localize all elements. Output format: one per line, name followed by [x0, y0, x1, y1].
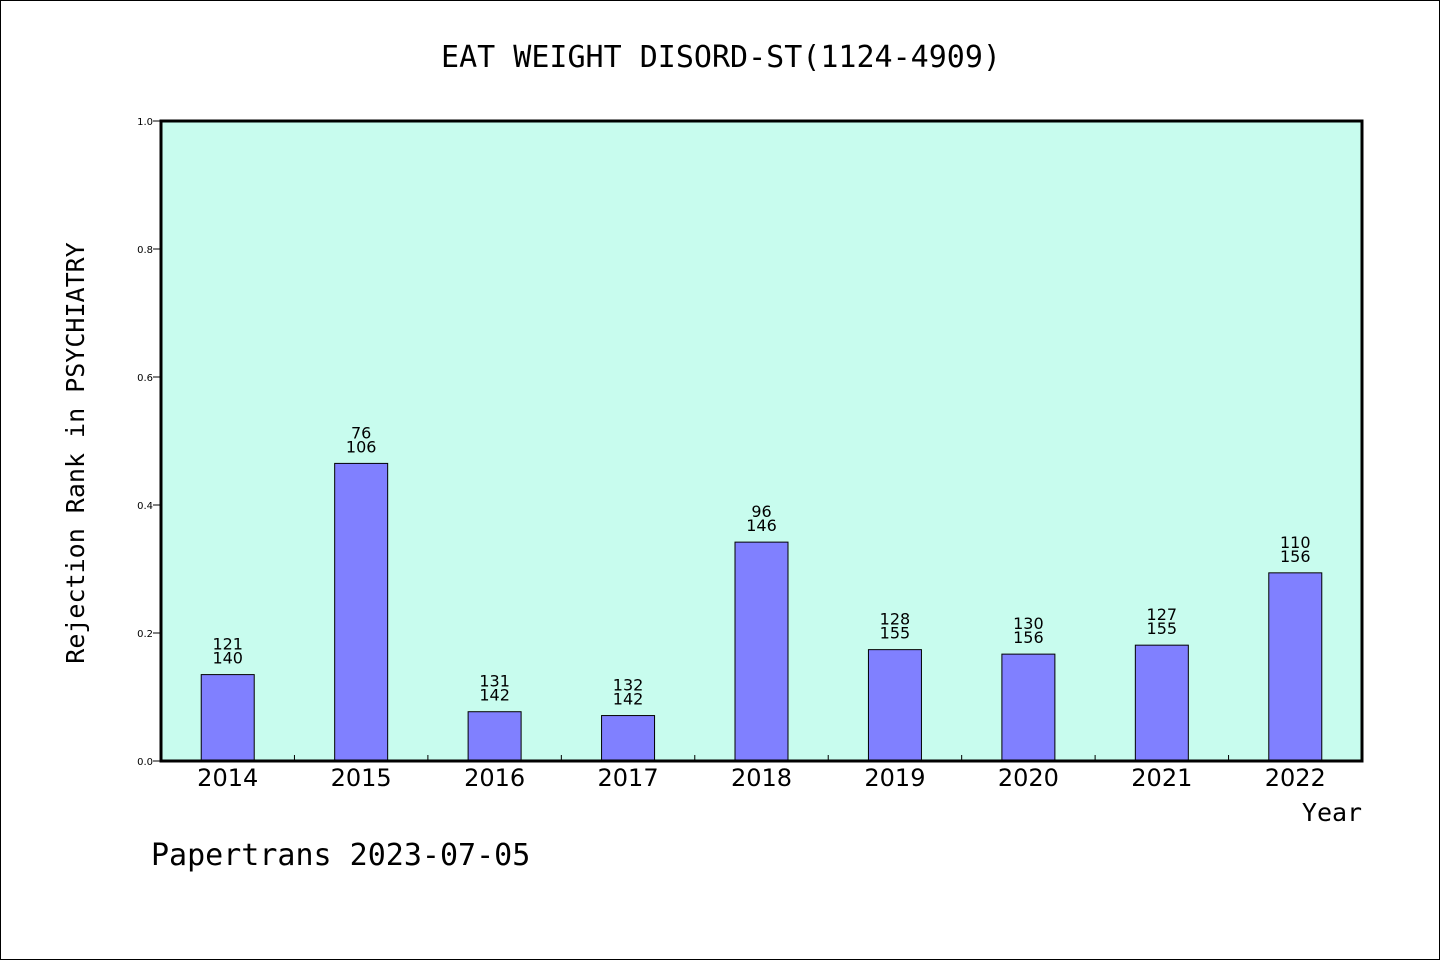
bar-labels-group: 1211407610613114213214296146128155130156…: [212, 423, 1310, 708]
bar-label-top-2016: 131: [479, 672, 510, 691]
x-tick-label-2014: 2014: [197, 764, 258, 792]
bar-label-bottom-2016: 142: [479, 686, 510, 705]
x-tick-label-2020: 2020: [998, 764, 1059, 792]
x-tick-label-2016: 2016: [464, 764, 525, 792]
x-axis-label: Year: [1302, 798, 1362, 827]
y-tick-label: 0.2: [137, 629, 153, 640]
plot-border: [159, 119, 1364, 763]
bar-label-top-2017: 132: [613, 676, 644, 695]
bar-2017: [601, 715, 656, 762]
bar-label-top-2020: 130: [1013, 614, 1044, 633]
bar-label-top-2019: 128: [880, 610, 911, 629]
bar-label-top-2021: 127: [1147, 605, 1178, 624]
y-axis-label: Rejection Rank in PSYCHIATRY: [61, 242, 90, 663]
x-tick-label-2021: 2021: [1131, 764, 1192, 792]
bar-2020: [1001, 653, 1056, 762]
bar-2014: [200, 674, 255, 762]
bar-2022: [1268, 572, 1323, 762]
bar-label-bottom-2021: 155: [1147, 619, 1178, 638]
bar-label-bottom-2014: 140: [212, 649, 243, 668]
bar-label-top-2014: 121: [212, 635, 243, 654]
bars-group: [200, 462, 1323, 762]
bar-2016: [467, 711, 522, 762]
bar-label-bottom-2020: 156: [1013, 628, 1044, 647]
bar-2019: [867, 649, 922, 762]
y-axis-ticks: 0.0 0.2 0.4 0.6 0.8 1.0: [137, 117, 161, 768]
chart-title: EAT WEIGHT DISORD-ST(1124-4909): [441, 40, 1001, 75]
x-tick-label-2018: 2018: [731, 764, 792, 792]
y-tick-label: 1.0: [137, 117, 153, 128]
footer-date: Papertrans 2023-07-05: [151, 838, 530, 873]
x-tick-label-2015: 2015: [331, 764, 392, 792]
bar-label-top-2018: 96: [751, 502, 771, 521]
bar-label-bottom-2017: 142: [613, 690, 644, 709]
y-tick-label: 0.6: [137, 373, 153, 384]
bar-label-top-2022: 110: [1280, 533, 1311, 552]
x-tick-label-2019: 2019: [864, 764, 925, 792]
x-tick-label-2022: 2022: [1265, 764, 1326, 792]
bar-label-bottom-2018: 146: [746, 516, 777, 535]
bar-2018: [734, 541, 789, 762]
bar-label-bottom-2022: 156: [1280, 547, 1311, 566]
bar-label-bottom-2015: 106: [346, 437, 377, 456]
bar-label-top-2015: 76: [351, 423, 371, 442]
y-tick-label: 0.8: [137, 245, 153, 256]
bar-2015: [334, 462, 389, 762]
x-axis-ticks: 2014 2015 2016 2017 2018 2019 2020 2021 2022: [197, 755, 1326, 792]
y-tick-label: 0.4: [137, 501, 153, 512]
y-tick-label: 0.0: [137, 757, 153, 768]
bar-label-bottom-2019: 155: [880, 624, 911, 643]
bar-2021: [1134, 644, 1189, 762]
x-tick-label-2017: 2017: [598, 764, 659, 792]
